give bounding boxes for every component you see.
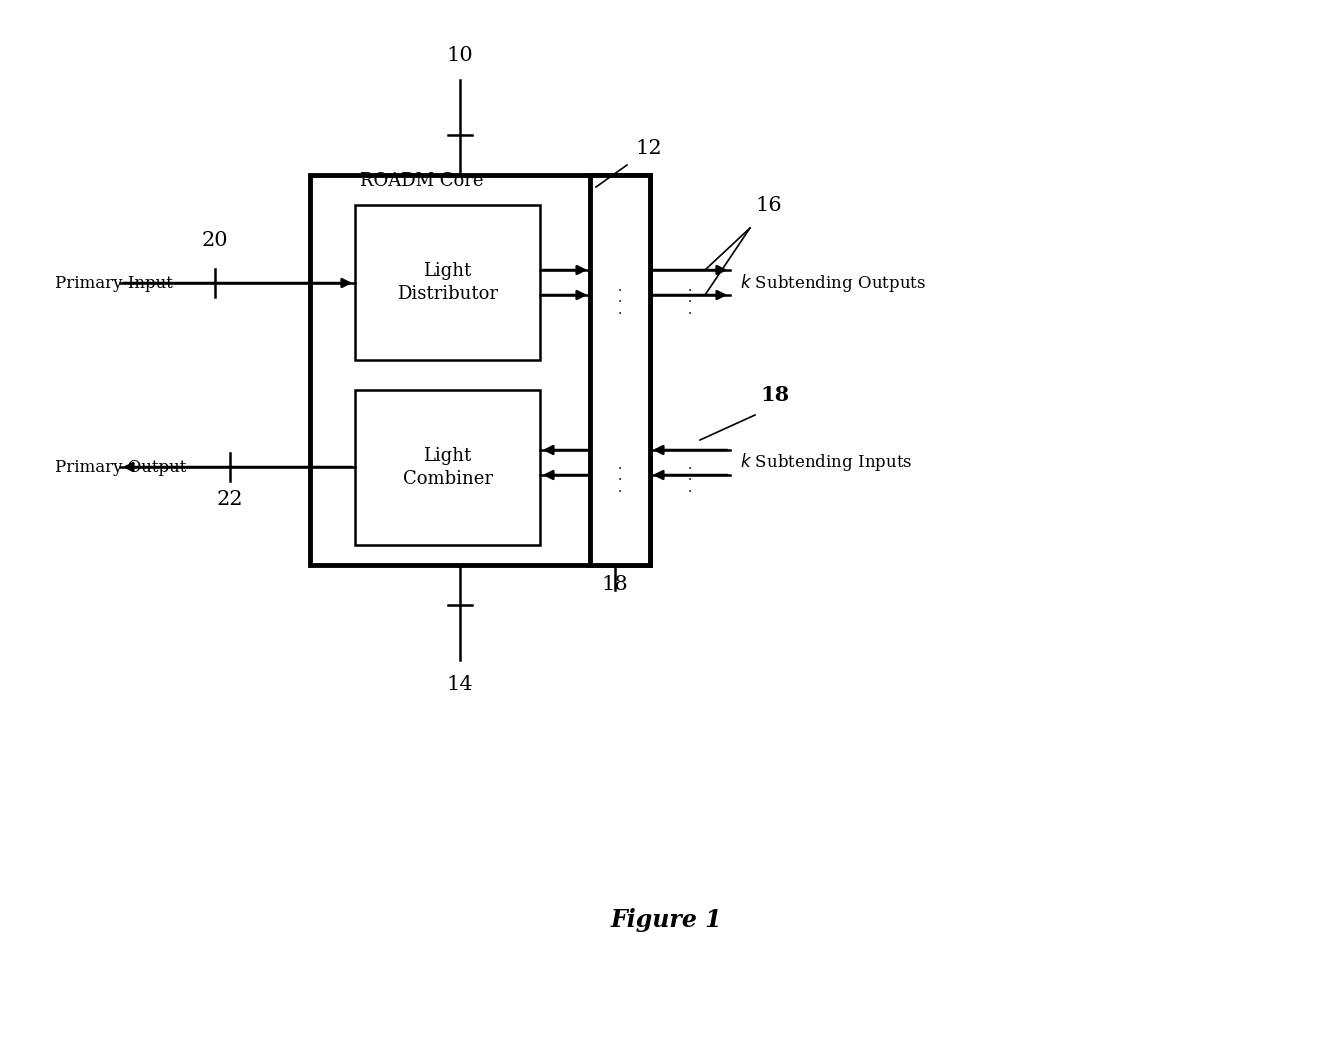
Text: $k$ Subtending Outputs: $k$ Subtending Outputs [741,272,926,294]
Text: ROADM Core: ROADM Core [360,172,484,190]
Text: ·
·
·: · · · [687,284,693,321]
Text: Primary Output: Primary Output [55,459,186,476]
Text: 14: 14 [446,675,473,694]
Text: 12: 12 [635,139,662,157]
Text: 10: 10 [446,46,473,65]
Text: 20: 20 [201,231,228,250]
Text: ·
·
·: · · · [618,284,622,321]
Bar [356,390,539,545]
Text: 18: 18 [761,385,789,405]
Text: Figure 1: Figure 1 [610,908,722,932]
Text: 16: 16 [755,196,782,215]
Text: ·
·
·: · · · [618,462,622,500]
Text: $k$ Subtending Inputs: $k$ Subtending Inputs [741,452,912,472]
Text: Light
Combiner: Light Combiner [402,446,493,488]
Text: 22: 22 [217,490,244,509]
Text: Light
Distributor: Light Distributor [397,261,498,303]
Text: ·
·
·: · · · [687,462,693,500]
Text: Primary Input: Primary Input [55,274,173,292]
Bar [590,175,650,565]
Text: 18: 18 [602,575,629,594]
Bar [310,175,650,565]
Bar [356,205,539,360]
